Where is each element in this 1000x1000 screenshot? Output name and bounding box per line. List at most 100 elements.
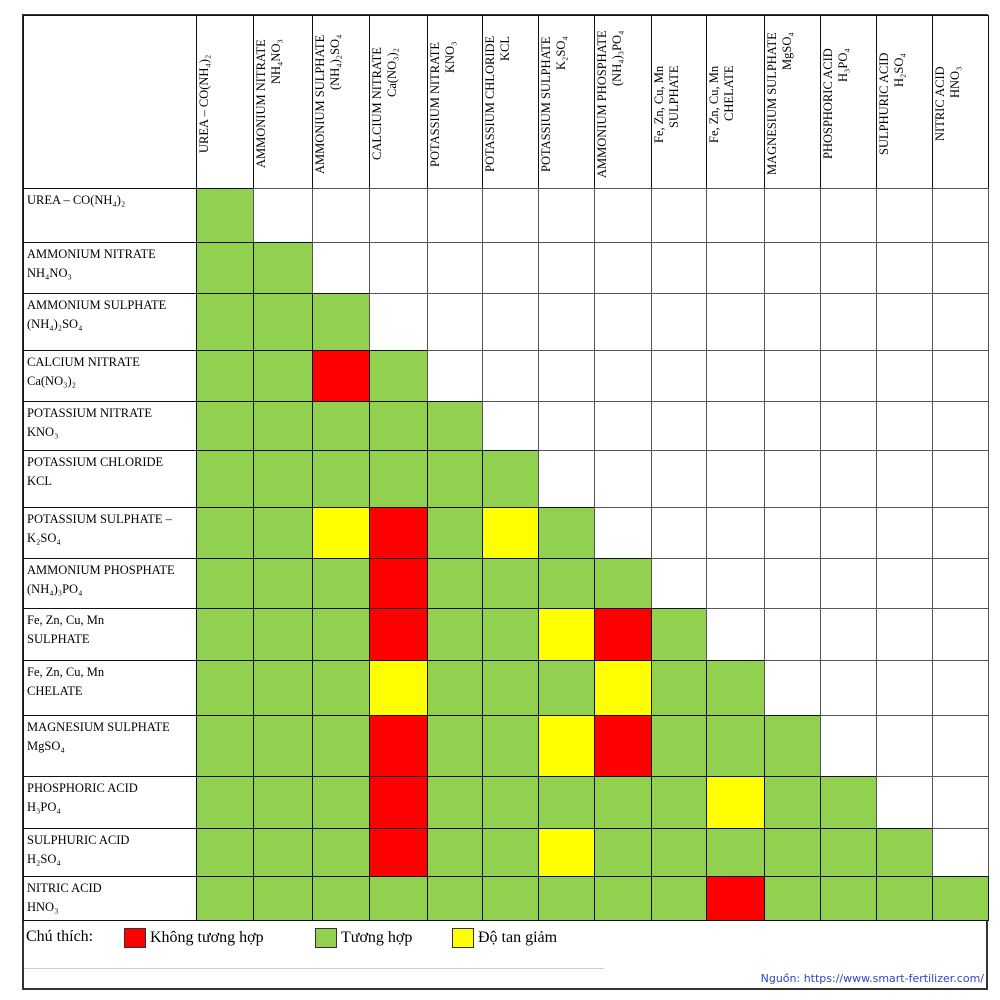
- column-header-label: PHOSPHORIC ACID H₃PO₄: [821, 16, 876, 188]
- matrix-cell-reduced-solubility: [538, 828, 595, 877]
- matrix-cell-empty: [820, 558, 877, 609]
- matrix-cell-empty: [427, 293, 483, 351]
- matrix-cell-compatible: [312, 608, 370, 661]
- matrix-cell-compatible: [427, 660, 483, 716]
- matrix-cell-empty: [594, 350, 652, 402]
- matrix-cell-empty: [820, 450, 877, 508]
- matrix-cell-reduced-solubility: [538, 608, 595, 661]
- matrix-cell-compatible: [482, 776, 539, 829]
- matrix-cell-compatible: [764, 876, 821, 921]
- matrix-cell-empty: [820, 507, 877, 559]
- row-header-line: Ca(NO₃)₂: [27, 374, 76, 388]
- matrix-cell-empty: [932, 660, 989, 716]
- row-header-line: MAGNESIUM SULPHATE: [27, 720, 170, 734]
- matrix-cell-compatible: [594, 876, 652, 921]
- row-header-line: Fe, Zn, Cu, Mn: [27, 665, 105, 679]
- row-header: SULPHURIC ACID H₂SO₄: [23, 828, 197, 877]
- matrix-cell-empty: [594, 507, 652, 559]
- matrix-cell-incompatible: [369, 776, 428, 829]
- matrix-cell-compatible: [312, 828, 370, 877]
- column-header-line: KNO₃: [443, 41, 457, 73]
- legend-label: Độ tan giảm: [478, 929, 558, 946]
- source-credit: Nguồn: https://www.smart-fertilizer.com/: [760, 972, 984, 985]
- column-header: UREA – CO(NH₄)₂: [196, 15, 254, 189]
- matrix-cell-empty: [651, 293, 707, 351]
- column-header-label: CALCIUM NITRATE Ca(NO₃)₂: [370, 16, 427, 188]
- column-header-label: AMMONIUM NITRATE NH₄NO₃: [254, 16, 312, 188]
- column-header-line: KCL: [498, 35, 512, 61]
- matrix-cell-compatible: [196, 776, 254, 829]
- matrix-cell-reduced-solubility: [538, 715, 595, 777]
- matrix-cell-empty: [538, 450, 595, 508]
- matrix-cell-compatible: [594, 828, 652, 877]
- column-header-line: MAGNESIUM SULPHATE: [765, 32, 779, 176]
- row-header-line: CHELATE: [27, 684, 83, 698]
- matrix-cell-compatible: [253, 608, 313, 661]
- matrix-cell-compatible: [253, 828, 313, 877]
- matrix-cell-empty: [482, 401, 539, 451]
- matrix-cell-compatible: [196, 188, 254, 243]
- row-header: Fe, Zn, Cu, Mn CHELATE: [23, 660, 197, 716]
- matrix-cell-compatible: [651, 776, 707, 829]
- matrix-cell-empty: [820, 660, 877, 716]
- column-header-label: POTASSIUM NITRATE KNO₃: [428, 16, 482, 188]
- matrix-cell-incompatible: [369, 558, 428, 609]
- matrix-cell-empty: [876, 350, 933, 402]
- column-header-line: K₂SO₄: [554, 36, 568, 70]
- column-header: SULPHURIC ACID H₂SO₄: [876, 15, 933, 189]
- matrix-cell-compatible: [594, 776, 652, 829]
- column-header-label: NITRIC ACID HNO₃: [933, 16, 988, 188]
- row-header: MAGNESIUM SULPHATE MgSO₄: [23, 715, 197, 777]
- matrix-cell-empty: [706, 401, 765, 451]
- matrix-cell-empty: [820, 401, 877, 451]
- matrix-cell-empty: [764, 450, 821, 508]
- matrix-cell-compatible: [312, 401, 370, 451]
- matrix-cell-compatible: [651, 608, 707, 661]
- column-header-label: AMMONIUM PHOSPHATE (NH₄)₃PO₄: [595, 16, 651, 188]
- row-header-line: MgSO₄: [27, 739, 65, 753]
- column-header-line: H₃PO₄: [836, 48, 850, 83]
- matrix-cell-compatible: [369, 876, 428, 921]
- matrix-cell-compatible: [196, 608, 254, 661]
- matrix-cell-compatible: [651, 828, 707, 877]
- matrix-cell-compatible: [706, 715, 765, 777]
- matrix-cell-empty: [764, 608, 821, 661]
- column-header-label: POTASSIUM SULPHATE K₂SO₄: [539, 16, 594, 188]
- matrix-cell-compatible: [764, 828, 821, 877]
- matrix-cell-reduced-solubility: [482, 507, 539, 559]
- matrix-cell-compatible: [427, 450, 483, 508]
- row-header-line: UREA – CO(NH₄)₂: [27, 193, 126, 207]
- matrix-cell-incompatible: [594, 715, 652, 777]
- row-header: CALCIUM NITRATE Ca(NO₃)₂: [23, 350, 197, 402]
- column-header: AMMONIUM PHOSPHATE (NH₄)₃PO₄: [594, 15, 652, 189]
- legend-title: Chú thích:: [26, 928, 94, 945]
- matrix-cell-empty: [253, 188, 313, 243]
- matrix-cell-reduced-solubility: [312, 507, 370, 559]
- matrix-cell-empty: [764, 350, 821, 402]
- matrix-cell-incompatible: [706, 876, 765, 921]
- column-header-line: NH₄NO₃: [269, 39, 283, 85]
- matrix-cell-compatible: [820, 876, 877, 921]
- matrix-cell-compatible: [538, 876, 595, 921]
- matrix-cell-empty: [764, 507, 821, 559]
- matrix-cell-empty: [312, 188, 370, 243]
- matrix-cell-compatible: [196, 293, 254, 351]
- column-header-line: MgSO₄: [780, 32, 794, 71]
- column-header: CALCIUM NITRATE Ca(NO₃)₂: [369, 15, 428, 189]
- matrix-cell-compatible: [876, 876, 933, 921]
- matrix-cell-compatible: [196, 350, 254, 402]
- column-header-line: CALCIUM NITRATE: [370, 47, 384, 161]
- matrix-cell-empty: [538, 188, 595, 243]
- matrix-cell-incompatible: [312, 350, 370, 402]
- matrix-cell-compatible: [482, 660, 539, 716]
- matrix-cell-empty: [482, 242, 539, 294]
- row-header-line: AMMONIUM NITRATE: [27, 247, 156, 261]
- matrix-cell-empty: [764, 660, 821, 716]
- matrix-cell-compatible: [876, 828, 933, 877]
- row-header-line: (NH₄)₃PO₄: [27, 582, 83, 596]
- row-header: POTASSIUM CHLORIDE KCL: [23, 450, 197, 508]
- matrix-cell-empty: [932, 242, 989, 294]
- matrix-cell-incompatible: [594, 608, 652, 661]
- matrix-cell-compatible: [594, 558, 652, 609]
- matrix-cell-empty: [876, 507, 933, 559]
